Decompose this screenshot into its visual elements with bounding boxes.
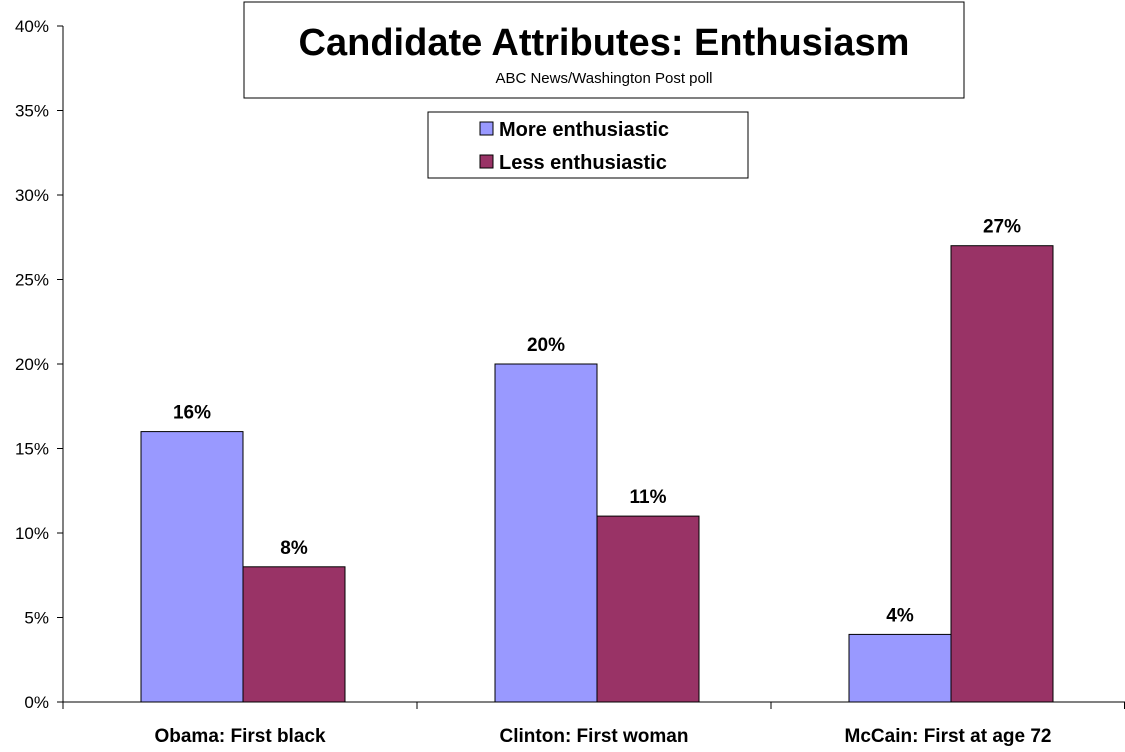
y-tick-label-20: 20% bbox=[15, 355, 49, 374]
bar-less-enthusiastic-mccain-first-at-age-72 bbox=[950, 245, 1054, 703]
bar-more-enthusiastic-clinton-first-woman bbox=[494, 363, 598, 703]
data-label-more-enthusiastic-obama-first-black: 16% bbox=[173, 403, 211, 424]
x-tick-label-clinton-first-woman: Clinton: First woman bbox=[500, 726, 689, 747]
y-tick-label-10: 10% bbox=[15, 524, 49, 543]
labels-layer: 16% 8% Obama: First black 20% 11% Clinton: Fi… bbox=[15, 17, 1052, 747]
y-tick-label-0: 0% bbox=[24, 693, 49, 712]
bar-more-enthusiastic-obama-first-black bbox=[140, 431, 244, 703]
bar-less-enthusiastic-clinton-first-woman bbox=[596, 515, 700, 703]
data-label-less-enthusiastic-clinton-first-woman: 11% bbox=[630, 487, 667, 508]
chart-subtitle: ABC News/Washington Post poll bbox=[495, 70, 712, 87]
data-label-less-enthusiastic-obama-first-black: 8% bbox=[280, 538, 308, 559]
bar-less-enthusiastic-obama-first-black bbox=[242, 566, 346, 703]
chart-title: Candidate Attributes: Enthusiasm bbox=[299, 22, 910, 64]
title-box-frame bbox=[243, 1, 965, 99]
x-tick-label-obama-first-black: Obama: First black bbox=[154, 726, 325, 747]
bars-layer bbox=[140, 245, 1054, 703]
y-tick-label-35: 35% bbox=[15, 102, 49, 121]
title-box: Candidate Attributes: Enthusiasm ABC New… bbox=[243, 1, 965, 99]
y-tick-label-30: 30% bbox=[15, 186, 49, 205]
legend-swatch-less-enthusiastic bbox=[479, 154, 494, 169]
legend-label-more-enthusiastic: More enthusiastic bbox=[499, 119, 669, 141]
y-tick-label-15: 15% bbox=[15, 440, 49, 459]
legend-swatch-more-enthusiastic bbox=[479, 121, 494, 136]
y-tick-label-25: 25% bbox=[15, 271, 49, 290]
legend: More enthusiastic Less enthusiastic bbox=[427, 111, 749, 179]
y-tick-label-5: 5% bbox=[24, 609, 49, 628]
data-label-more-enthusiastic-clinton-first-woman: 20% bbox=[527, 335, 565, 356]
y-tick-label-40: 40% bbox=[15, 17, 49, 36]
x-tick-label-mccain-first-at-age-72: McCain: First at age 72 bbox=[845, 726, 1052, 747]
data-label-less-enthusiastic-mccain-first-at-age-72: 27% bbox=[983, 217, 1021, 238]
data-label-more-enthusiastic-mccain-first-at-age-72: 4% bbox=[886, 605, 914, 626]
legend-label-less-enthusiastic: Less enthusiastic bbox=[499, 152, 667, 174]
bar-more-enthusiastic-mccain-first-at-age-72 bbox=[848, 633, 952, 703]
axes-layer bbox=[57, 25, 1125, 709]
